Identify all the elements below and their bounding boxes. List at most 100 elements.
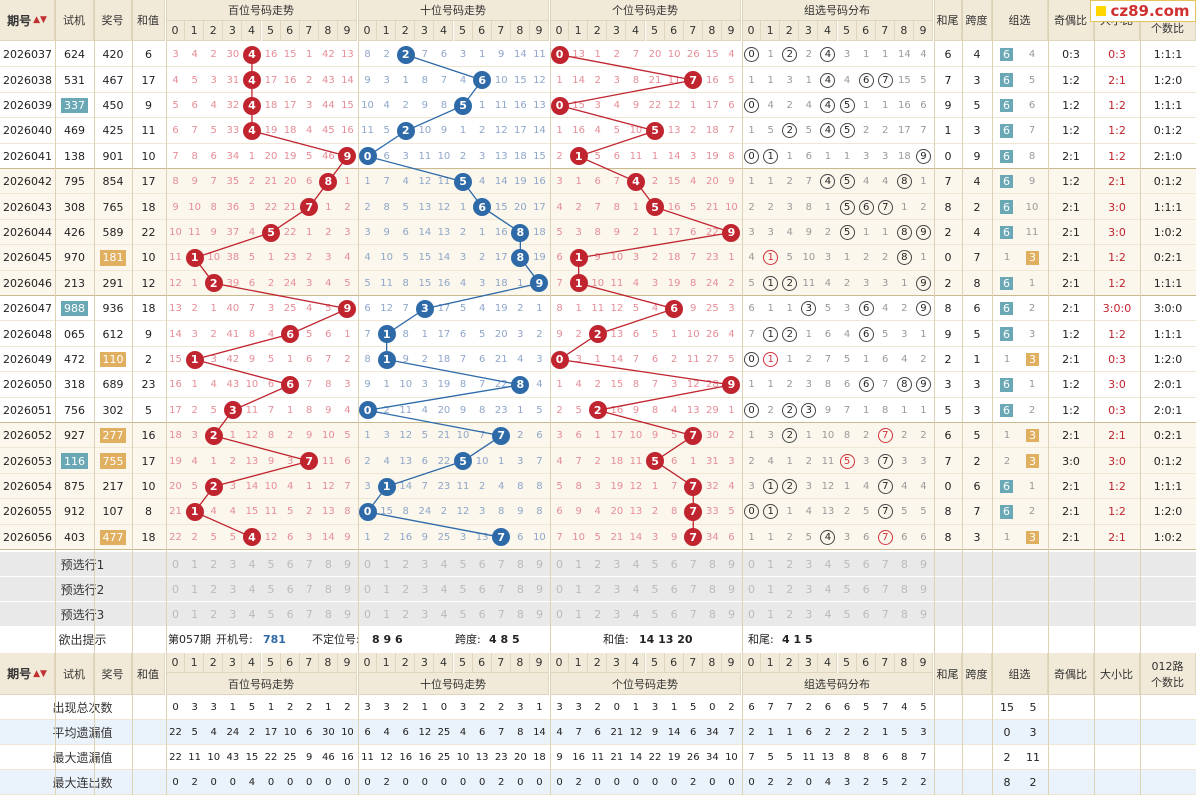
preselect-digit[interactable]: 7 — [689, 583, 697, 596]
preselect-digit[interactable]: 8 — [900, 608, 908, 621]
preselect-digit[interactable]: 0 — [364, 558, 372, 571]
preselect-digit[interactable]: 9 — [343, 583, 351, 596]
preselect-digit[interactable]: 7 — [881, 583, 889, 596]
preselect-digit[interactable]: 6 — [478, 558, 486, 571]
preselect-digit[interactable]: 9 — [535, 583, 543, 596]
period-header[interactable]: 期号 ▲▼ — [0, 0, 55, 41]
preselect-digit[interactable]: 5 — [651, 558, 659, 571]
preselect-digit[interactable]: 6 — [670, 608, 678, 621]
preselect-digit[interactable]: 9 — [727, 583, 735, 596]
preselect-digit[interactable]: 5 — [267, 583, 275, 596]
preselect-digit[interactable]: 8 — [324, 583, 332, 596]
preselect-digit[interactable]: 5 — [843, 583, 851, 596]
preselect-digit[interactable]: 6 — [862, 558, 870, 571]
preselect-digit[interactable]: 4 — [440, 608, 448, 621]
preselect-digit[interactable]: 8 — [324, 608, 332, 621]
preselect-digit[interactable]: 0 — [556, 608, 564, 621]
preselect-digit[interactable]: 2 — [402, 608, 410, 621]
preselect-digit[interactable]: 8 — [516, 558, 524, 571]
preselect-digit[interactable]: 0 — [748, 558, 756, 571]
preselect-digit[interactable]: 2 — [594, 608, 602, 621]
preselect-digit[interactable]: 7 — [881, 608, 889, 621]
sort-arrows-icon[interactable]: ▲▼ — [33, 15, 47, 25]
preselect-digit[interactable]: 2 — [210, 558, 218, 571]
preselect-digit[interactable]: 8 — [708, 608, 716, 621]
sort-arrows-icon[interactable]: ▲▼ — [33, 668, 47, 679]
footer-period-header[interactable]: 期号 ▲▼ — [0, 653, 55, 695]
preselect-digit[interactable]: 4 — [824, 608, 832, 621]
preselect-digit[interactable]: 5 — [267, 608, 275, 621]
preselect-digit[interactable]: 3 — [421, 608, 429, 621]
preselect-digit[interactable]: 3 — [613, 608, 621, 621]
preselect-digit[interactable]: 1 — [767, 583, 775, 596]
preselect-digit[interactable]: 9 — [535, 608, 543, 621]
preselect-digit[interactable]: 3 — [229, 583, 237, 596]
preselect-digit[interactable]: 4 — [248, 583, 256, 596]
preselect-digit[interactable]: 6 — [862, 608, 870, 621]
preselect-digit[interactable]: 4 — [632, 583, 640, 596]
preselect-digit[interactable]: 9 — [727, 558, 735, 571]
preselect-digit[interactable]: 1 — [383, 558, 391, 571]
preselect-digit[interactable]: 7 — [305, 558, 313, 571]
preselect-digit[interactable]: 0 — [556, 558, 564, 571]
preselect-digit[interactable]: 5 — [459, 608, 467, 621]
preselect-digit[interactable]: 4 — [824, 558, 832, 571]
preselect-digit[interactable]: 1 — [383, 608, 391, 621]
preselect-digit[interactable]: 8 — [900, 583, 908, 596]
preselect-digit[interactable]: 4 — [632, 558, 640, 571]
preselect-digit[interactable]: 6 — [670, 583, 678, 596]
preselect-digit[interactable]: 2 — [402, 558, 410, 571]
preselect-digit[interactable]: 2 — [786, 608, 794, 621]
preselect-digit[interactable]: 5 — [651, 608, 659, 621]
preselect-digit[interactable]: 3 — [805, 608, 813, 621]
preselect-digit[interactable]: 0 — [748, 583, 756, 596]
preselect-digit[interactable]: 8 — [516, 608, 524, 621]
preselect-digit[interactable]: 6 — [286, 558, 294, 571]
preselect-digit[interactable]: 1 — [191, 558, 199, 571]
preselect-digit[interactable]: 8 — [900, 558, 908, 571]
preselect-digit[interactable]: 7 — [305, 583, 313, 596]
preselect-digit[interactable]: 1 — [575, 608, 583, 621]
preselect-digit[interactable]: 0 — [364, 583, 372, 596]
preselect-digit[interactable]: 6 — [286, 608, 294, 621]
preselect-digit[interactable]: 2 — [402, 583, 410, 596]
preselect-digit[interactable]: 0 — [556, 583, 564, 596]
preselect-digit[interactable]: 0 — [748, 608, 756, 621]
preselect-digit[interactable]: 3 — [421, 558, 429, 571]
preselect-digit[interactable]: 2 — [594, 558, 602, 571]
site-logo[interactable]: cz89.com — [1090, 0, 1196, 22]
preselect-digit[interactable]: 5 — [459, 583, 467, 596]
preselect-digit[interactable]: 9 — [727, 608, 735, 621]
preselect-digit[interactable]: 1 — [191, 608, 199, 621]
preselect-digit[interactable]: 9 — [919, 558, 927, 571]
preselect-digit[interactable]: 1 — [575, 583, 583, 596]
preselect-digit[interactable]: 4 — [440, 583, 448, 596]
preselect-digit[interactable]: 8 — [708, 583, 716, 596]
preselect-digit[interactable]: 0 — [172, 583, 180, 596]
preselect-digit[interactable]: 7 — [689, 558, 697, 571]
preselect-digit[interactable]: 5 — [843, 558, 851, 571]
preselect-digit[interactable]: 7 — [881, 558, 889, 571]
preselect-digit[interactable]: 3 — [229, 558, 237, 571]
preselect-digit[interactable]: 0 — [172, 558, 180, 571]
preselect-digit[interactable]: 6 — [862, 583, 870, 596]
preselect-digit[interactable]: 0 — [364, 608, 372, 621]
preselect-digit[interactable]: 2 — [786, 558, 794, 571]
preselect-digit[interactable]: 1 — [575, 558, 583, 571]
preselect-digit[interactable]: 4 — [824, 583, 832, 596]
preselect-digit[interactable]: 8 — [708, 558, 716, 571]
preselect-digit[interactable]: 6 — [670, 558, 678, 571]
preselect-digit[interactable]: 9 — [343, 608, 351, 621]
preselect-digit[interactable]: 4 — [248, 558, 256, 571]
preselect-digit[interactable]: 3 — [613, 558, 621, 571]
preselect-digit[interactable]: 5 — [459, 558, 467, 571]
preselect-digit[interactable]: 3 — [421, 583, 429, 596]
preselect-digit[interactable]: 3 — [805, 558, 813, 571]
preselect-digit[interactable]: 5 — [267, 558, 275, 571]
preselect-digit[interactable]: 7 — [497, 583, 505, 596]
preselect-digit[interactable]: 3 — [229, 608, 237, 621]
preselect-digit[interactable]: 2 — [210, 583, 218, 596]
preselect-digit[interactable]: 6 — [478, 608, 486, 621]
preselect-digit[interactable]: 8 — [516, 583, 524, 596]
preselect-digit[interactable]: 1 — [767, 558, 775, 571]
